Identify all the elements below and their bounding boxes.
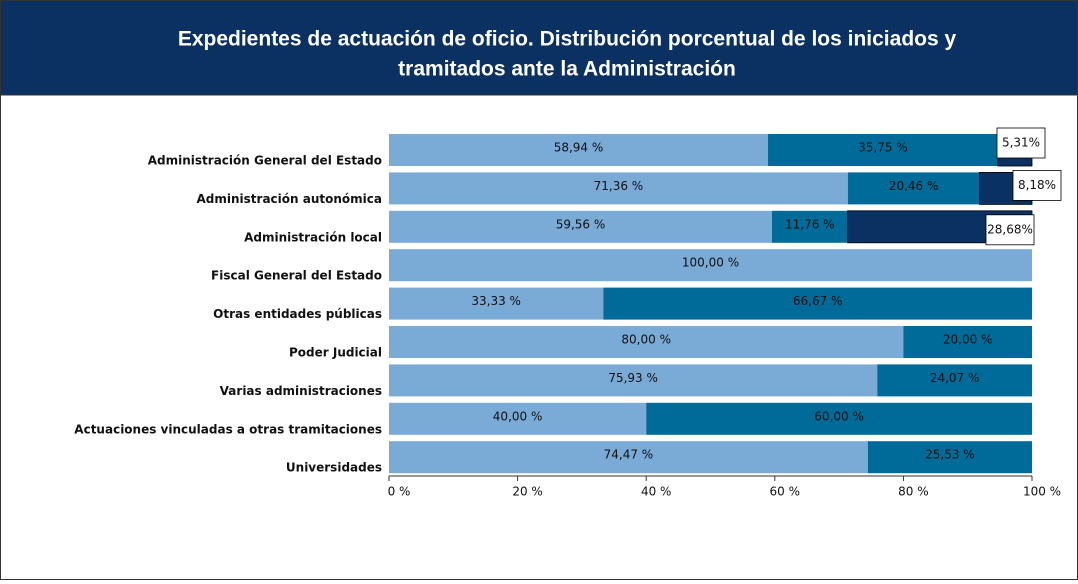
- x-tick-label: 40 %: [641, 485, 672, 499]
- header: [1, 1, 1077, 95]
- bar-segment: [646, 402, 1032, 435]
- label-box: [996, 127, 1046, 159]
- category-label: Administración General del Estado: [148, 154, 382, 168]
- bar-segment: [389, 134, 768, 166]
- x-tick-label: 100 %: [1023, 485, 1061, 499]
- x-tick-label: 20 %: [512, 485, 543, 499]
- category-label: Administración autonómica: [197, 192, 382, 206]
- bar-segment: [767, 134, 998, 166]
- bar-segment: [389, 364, 878, 397]
- value-label: 25,53 %: [925, 448, 975, 462]
- bar-segment: [389, 441, 868, 474]
- value-label: 33,33 %: [471, 294, 521, 308]
- category-label: Universidades: [286, 461, 382, 475]
- bar-segment: [389, 402, 647, 435]
- value-label: 74,47 %: [604, 448, 654, 462]
- x-tick-label: 60 %: [770, 485, 801, 499]
- value-label: 35,75 %: [858, 141, 908, 155]
- value-label: 28,68%: [987, 222, 1033, 236]
- value-label: 59,56 %: [556, 217, 606, 231]
- value-label: 24,07 %: [930, 371, 980, 385]
- value-label: 66,67 %: [793, 294, 843, 308]
- bar-segment: [847, 172, 980, 205]
- value-label: 20,46 %: [889, 179, 939, 193]
- x-tick-label: 80 %: [898, 485, 929, 499]
- bar-segment: [877, 364, 1032, 397]
- x-tick-label: 0 %: [388, 485, 411, 499]
- value-label: 8,18%: [1018, 178, 1056, 192]
- bar-segment: [867, 441, 1032, 474]
- value-label: 11,76 %: [785, 217, 835, 231]
- bar-segment: [603, 287, 1032, 320]
- bar-segment: [771, 210, 848, 243]
- label-box: [985, 214, 1035, 246]
- bar-segment: [389, 172, 848, 205]
- value-label: 100,00 %: [682, 256, 739, 270]
- value-label: 58,94 %: [554, 141, 604, 155]
- chart-title: tramitados ante la Administración: [398, 58, 736, 81]
- category-label: Otras entidades públicas: [213, 307, 382, 321]
- category-label: Poder Judicial: [289, 346, 382, 360]
- value-label: 75,93 %: [608, 371, 658, 385]
- label-box: [1012, 169, 1062, 201]
- bar-segment: [389, 210, 772, 243]
- value-label: 40,00 %: [493, 409, 543, 423]
- category-label: Varias administraciones: [220, 384, 382, 398]
- bar-segment: [389, 326, 904, 358]
- value-label: 71,36 %: [594, 179, 644, 193]
- value-label: 5,31%: [1002, 136, 1040, 150]
- bar-segment: [389, 249, 1032, 282]
- value-label: 60,00 %: [814, 409, 864, 423]
- chart-title: Expedientes de actuación de oficio. Dist…: [178, 28, 957, 51]
- category-label: Administración local: [244, 230, 382, 244]
- value-label: 80,00 %: [621, 333, 671, 347]
- bar-segment: [903, 326, 1032, 358]
- bar-segment: [389, 287, 604, 320]
- category-label: Fiscal General del Estado: [211, 269, 382, 283]
- value-label: 20,00 %: [943, 333, 993, 347]
- category-label: Actuaciones vinculadas a otras tramitaci…: [74, 422, 382, 436]
